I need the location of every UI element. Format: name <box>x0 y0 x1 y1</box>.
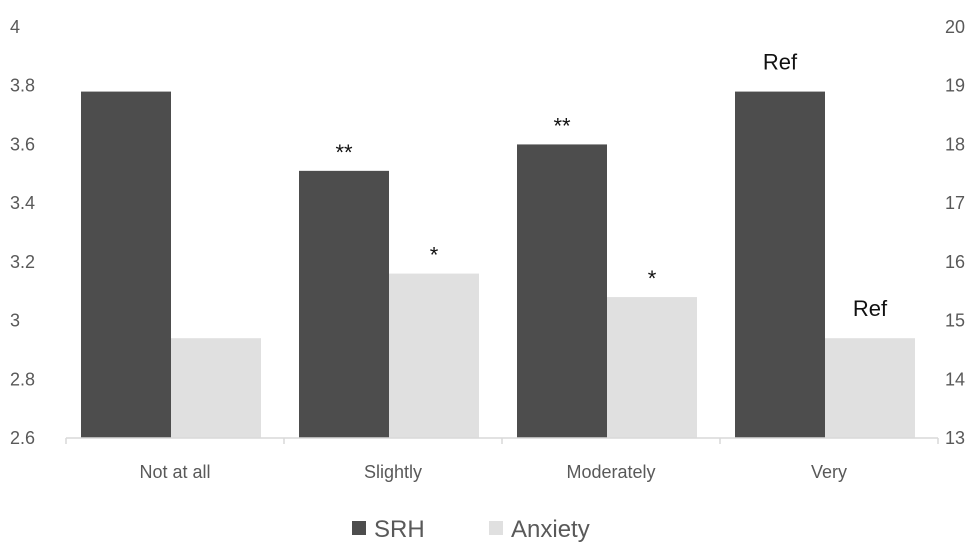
left-tick-label: 3.4 <box>10 193 35 213</box>
right-tick-label: 16 <box>945 252 965 272</box>
category-label: Not at all <box>139 462 210 482</box>
x-axis-ticks <box>65 438 939 444</box>
left-tick-label: 2.6 <box>10 428 35 448</box>
bar-anxiety-slightly <box>389 273 479 438</box>
bar-anxiety-not-at-all <box>171 338 261 438</box>
left-axis: 2.6 2.8 3 3.2 3.4 3.6 3.8 4 <box>10 17 35 448</box>
significance-marker: ** <box>553 113 571 138</box>
legend-label: SRH <box>374 516 425 543</box>
left-tick-label: 3.2 <box>10 252 35 272</box>
bars <box>81 91 915 438</box>
bar-srh-slightly <box>299 170 389 438</box>
right-tick-label: 15 <box>945 311 965 331</box>
right-tick-label: 13 <box>945 428 965 448</box>
ref-label: Ref <box>763 50 798 75</box>
bar-srh-not-at-all <box>81 91 171 438</box>
legend-label: Anxiety <box>511 516 590 543</box>
significance-marker: ** <box>335 140 353 165</box>
left-tick-label: 4 <box>10 17 20 37</box>
annotations: ****Ref**Ref <box>335 50 888 322</box>
left-tick-label: 3 <box>10 311 20 331</box>
left-tick-label: 3.8 <box>10 76 35 96</box>
category-label: Moderately <box>566 462 655 482</box>
left-tick-label: 3.6 <box>10 134 35 154</box>
category-label: Slightly <box>364 462 422 482</box>
ref-label: Ref <box>853 296 888 321</box>
right-tick-label: 19 <box>945 76 965 96</box>
category-labels: Not at all Slightly Moderately Very <box>139 462 847 482</box>
category-label: Very <box>811 462 847 482</box>
right-tick-label: 20 <box>945 17 965 37</box>
right-axis: 13 14 15 16 17 18 19 20 <box>945 17 965 448</box>
legend-swatch <box>489 521 503 535</box>
significance-marker: * <box>430 243 439 268</box>
bar-srh-moderately <box>517 144 607 438</box>
significance-marker: * <box>648 266 657 291</box>
bar-anxiety-very <box>825 338 915 438</box>
right-tick-label: 18 <box>945 134 965 154</box>
right-tick-label: 17 <box>945 193 965 213</box>
legend: SRH Anxiety <box>352 516 590 543</box>
right-tick-label: 14 <box>945 369 965 389</box>
left-tick-label: 2.8 <box>10 369 35 389</box>
legend-swatch <box>352 521 366 535</box>
bar-srh-very <box>735 91 825 438</box>
bar-anxiety-moderately <box>607 297 697 438</box>
